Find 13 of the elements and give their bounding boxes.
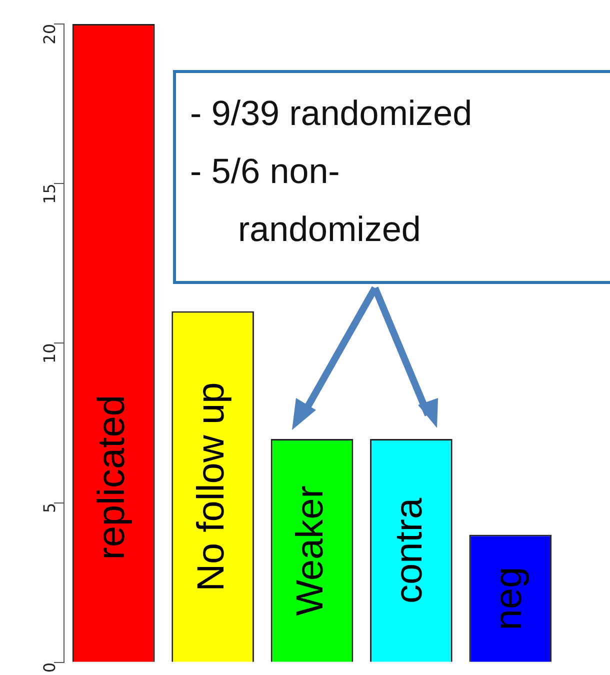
annotation: - 9/39 randomized <box>190 93 474 135</box>
y-tick-label: 5 <box>40 502 60 513</box>
y-tick-label: 0 <box>40 662 60 673</box>
x-tick-label: replicated <box>91 395 134 560</box>
x-tick-label: No follow up <box>190 382 232 592</box>
x-tick-label: neg <box>488 566 530 630</box>
annotation: - 5/6 non-randomized <box>190 151 422 251</box>
x-tick-label: contra <box>388 497 431 604</box>
y-tick-label: 15 <box>40 184 60 204</box>
x-tick-label: Weaker <box>289 485 332 616</box>
y-tick-label: 20 <box>40 24 60 44</box>
y-tick-label: 10 <box>40 343 60 364</box>
callout-box: - 9/39 randomized - 5/6 non-randomized <box>173 70 610 284</box>
